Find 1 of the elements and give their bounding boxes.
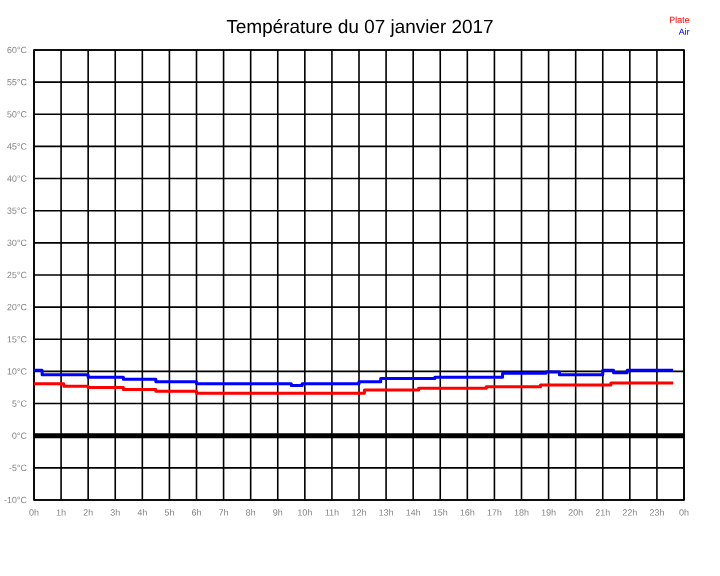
chart-title: Température du 07 janvier 2017 [226,19,493,37]
